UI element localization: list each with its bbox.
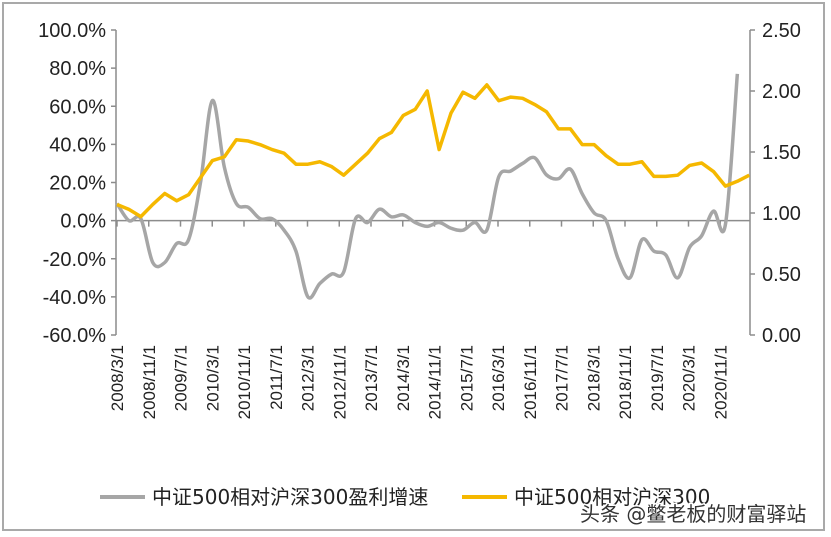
x-tick-label: 2008/11/1 — [140, 345, 159, 419]
left-tick-label: 100.0% — [38, 20, 106, 42]
x-tick-label: 2011/7/1 — [267, 345, 286, 410]
x-tick-label: 2018/11/1 — [616, 345, 635, 419]
right-tick-label: 1.50 — [762, 142, 801, 164]
x-tick-label: 2014/11/1 — [426, 345, 445, 419]
left-tick-label: 20.0% — [49, 173, 106, 195]
x-tick-label: 2019/7/1 — [648, 345, 667, 411]
x-tick-label: 2016/3/1 — [489, 345, 508, 411]
right-tick-label: 0.00 — [762, 325, 801, 347]
x-tick-label: 2010/3/1 — [203, 345, 222, 411]
left-tick-label: -60.0% — [43, 325, 107, 347]
series-lines — [115, 73, 751, 300]
x-tick-label: 2012/3/1 — [299, 345, 318, 411]
x-tick-label: 2020/11/1 — [711, 345, 730, 419]
right-tick-label: 0.50 — [762, 264, 801, 286]
x-tick-label: 2018/3/1 — [584, 345, 603, 411]
x-tick-label: 2015/7/1 — [457, 345, 476, 411]
watermark: 头条 @鳖老板的财富驿站 — [580, 502, 806, 526]
x-tick-label: 2020/3/1 — [680, 345, 699, 411]
left-tick-label: -40.0% — [43, 287, 107, 309]
series-line-ratio — [116, 83, 751, 219]
axes: 100.0% 80.0% 60.0% 40.0% 20.0% 0.0% -20.0% -40.… — [38, 20, 801, 419]
right-tick-label: 2.50 — [762, 20, 801, 42]
left-tick-label: 0.0% — [60, 211, 106, 233]
x-tick-label: 2012/11/1 — [330, 345, 349, 419]
left-tick-label: -20.0% — [43, 249, 107, 271]
x-tick-label: 2013/7/1 — [362, 345, 381, 411]
right-tick-label: 2.00 — [762, 81, 801, 103]
left-tick-label: 60.0% — [49, 96, 106, 118]
chart-border — [2, 2, 825, 531]
legend-label-0: 中证500相对沪深300盈利增速 — [152, 485, 428, 509]
x-tick-label: 2016/11/1 — [521, 345, 540, 419]
x-tick-label: 2010/11/1 — [235, 345, 254, 419]
right-tick-label: 1.00 — [762, 203, 801, 225]
x-tick-label: 2009/7/1 — [172, 345, 191, 411]
x-tick-label: 2014/3/1 — [394, 345, 413, 411]
left-tick-label: 80.0% — [49, 58, 106, 80]
legend: 中证500相对沪深300盈利增速 中证500相对沪深300 — [100, 485, 710, 509]
x-tick-label: 2008/3/1 — [108, 345, 127, 411]
legend-label-1: 中证500相对沪深300 — [514, 485, 710, 509]
left-tick-label: 40.0% — [49, 134, 106, 156]
series-line-earnings-growth — [115, 73, 740, 300]
x-tick-label: 2017/7/1 — [553, 345, 572, 411]
